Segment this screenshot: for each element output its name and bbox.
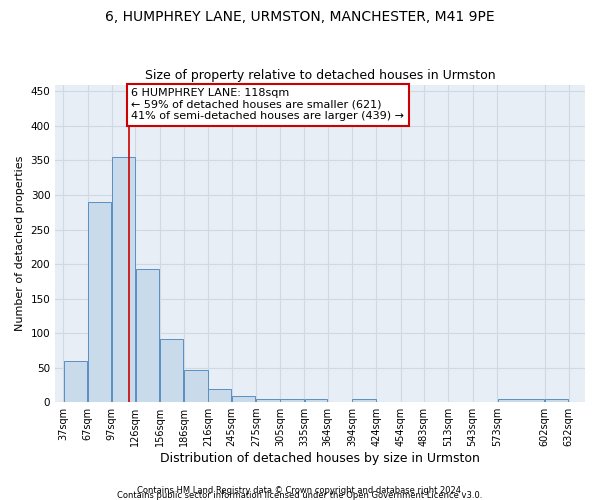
Bar xyxy=(232,396,256,402)
Bar xyxy=(208,389,231,402)
Text: 6 HUMPHREY LANE: 118sqm
← 59% of detached houses are smaller (621)
41% of semi-d: 6 HUMPHREY LANE: 118sqm ← 59% of detache… xyxy=(131,88,404,121)
Text: Contains public sector information licensed under the Open Government Licence v3: Contains public sector information licen… xyxy=(118,490,482,500)
Bar xyxy=(497,398,544,402)
Text: Contains HM Land Registry data © Crown copyright and database right 2024.: Contains HM Land Registry data © Crown c… xyxy=(137,486,463,495)
Bar xyxy=(305,398,328,402)
Bar xyxy=(280,398,304,402)
Bar xyxy=(160,340,184,402)
Bar xyxy=(88,202,112,402)
Bar xyxy=(256,400,280,402)
Bar xyxy=(352,398,376,402)
Bar xyxy=(64,362,87,402)
Bar xyxy=(112,157,135,402)
Bar xyxy=(136,269,159,402)
X-axis label: Distribution of detached houses by size in Urmston: Distribution of detached houses by size … xyxy=(160,452,480,465)
Bar xyxy=(545,398,568,402)
Bar xyxy=(184,370,208,402)
Text: 6, HUMPHREY LANE, URMSTON, MANCHESTER, M41 9PE: 6, HUMPHREY LANE, URMSTON, MANCHESTER, M… xyxy=(105,10,495,24)
Y-axis label: Number of detached properties: Number of detached properties xyxy=(15,156,25,331)
Title: Size of property relative to detached houses in Urmston: Size of property relative to detached ho… xyxy=(145,69,496,82)
